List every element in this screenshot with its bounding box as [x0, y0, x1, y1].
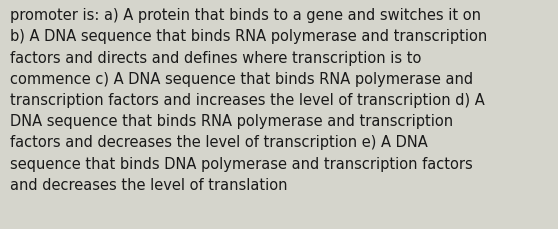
Text: promoter is: a) A protein that binds to a gene and switches it on
b) A DNA seque: promoter is: a) A protein that binds to … [10, 8, 487, 192]
